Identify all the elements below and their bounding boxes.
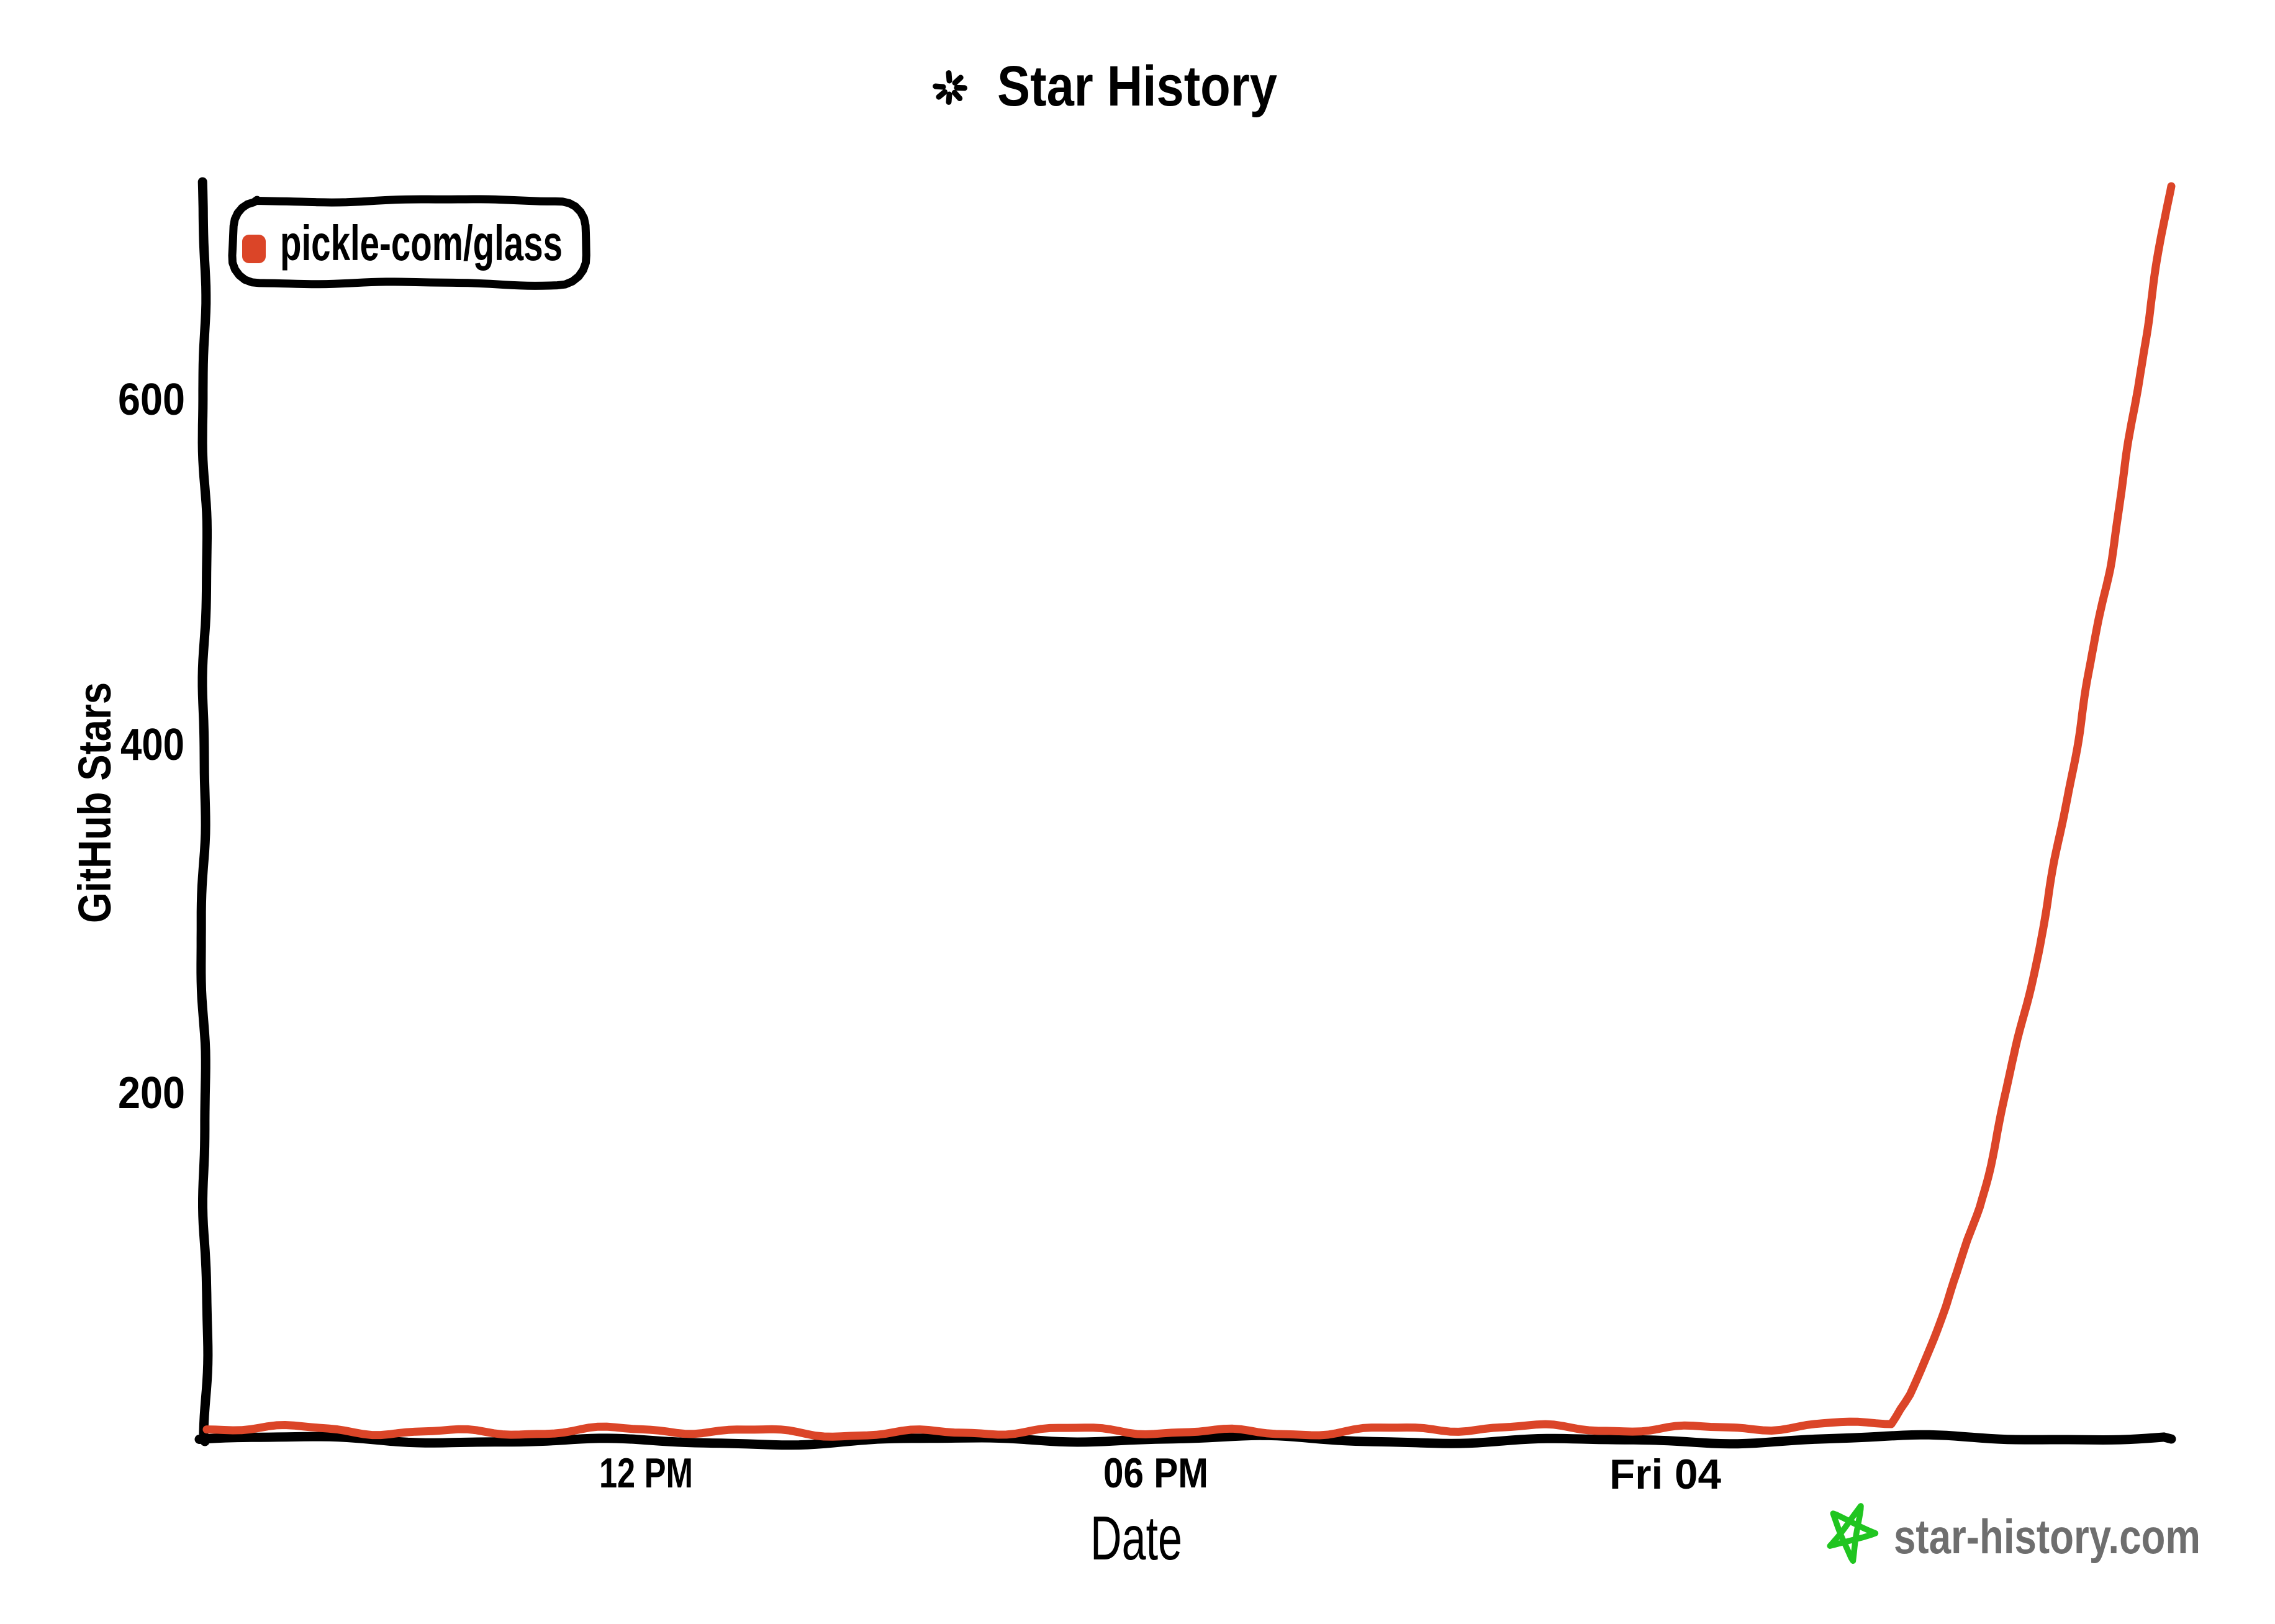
svg-text:GitHub Stars: GitHub Stars	[69, 682, 120, 923]
svg-text:Star History: Star History	[997, 55, 1277, 118]
svg-text:12 PM: 12 PM	[599, 1450, 693, 1497]
svg-text:Fri 04: Fri 04	[1609, 1451, 1721, 1498]
svg-text:Date: Date	[1090, 1504, 1182, 1573]
svg-text:200: 200	[118, 1068, 185, 1118]
svg-text:400: 400	[120, 720, 184, 770]
svg-text:06 PM: 06 PM	[1103, 1450, 1208, 1497]
svg-text:pickle-com/glass: pickle-com/glass	[280, 215, 563, 271]
svg-text:600: 600	[118, 375, 185, 425]
svg-text:star-history.com: star-history.com	[1894, 1509, 2200, 1564]
